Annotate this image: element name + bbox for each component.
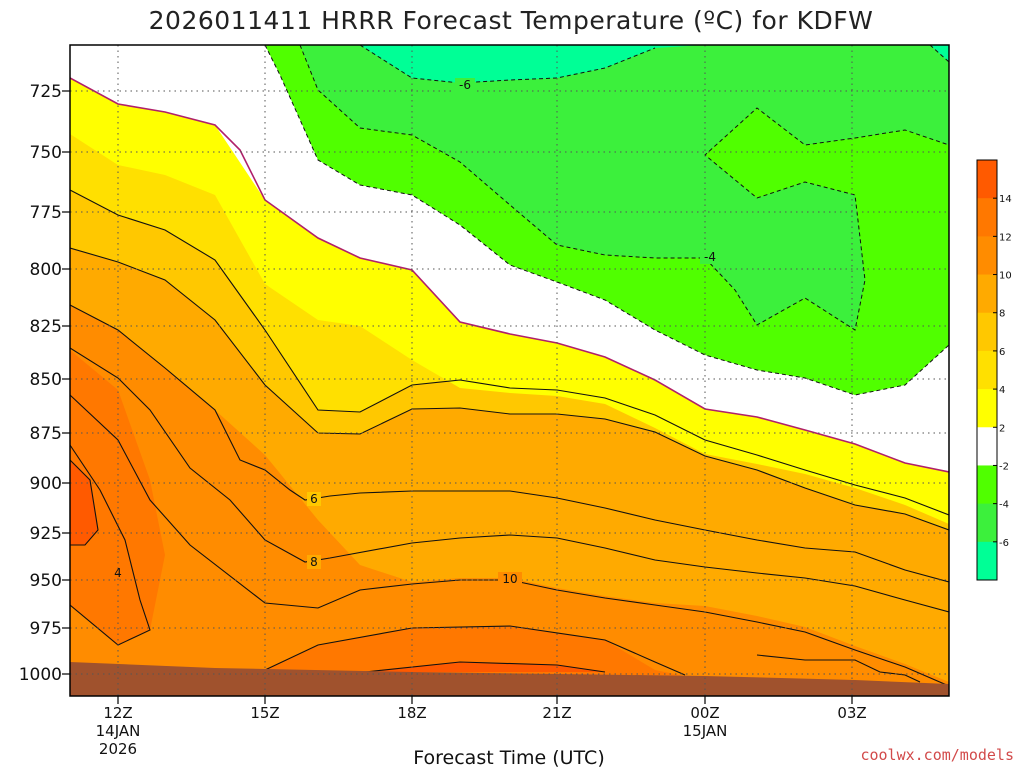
colorbar-label: 2: [999, 423, 1005, 434]
contour-line: [299, 45, 949, 331]
chart-title: 2026011411 HRRR Forecast Temperature (ºC…: [149, 6, 874, 35]
colorbar-frame: [976, 159, 998, 581]
x-tick-label: 14JAN: [96, 722, 141, 740]
contour-line: [929, 45, 949, 63]
band-10: [70, 395, 949, 696]
credit-text[interactable]: coolwx.com/models: [860, 746, 1014, 764]
colorbar-label: 4: [999, 385, 1005, 396]
y-tick-label: 875: [30, 424, 62, 444]
colorbar-swatch: [977, 541, 997, 581]
colorbar-label: 10: [999, 271, 1012, 282]
band-12-surface: [265, 626, 705, 680]
ground: [70, 662, 949, 696]
contour-line: [756, 654, 921, 683]
contour-label-4: 4: [114, 566, 122, 580]
colorbar-label: 14: [999, 194, 1012, 205]
x-tick-label: 18Z: [397, 704, 426, 722]
contour-line: [70, 247, 949, 531]
colorbar-label: 6: [999, 347, 1005, 358]
y-tick-label: 800: [30, 260, 62, 280]
colorbar-label: -2: [999, 461, 1009, 472]
y-tick-label: 750: [30, 143, 62, 163]
colorbar-swatch: [977, 312, 997, 352]
plot-frame: [69, 44, 950, 697]
band-14-surface: [365, 662, 605, 672]
contour-line: [70, 459, 99, 546]
contour-label-neg6: -6: [459, 78, 471, 92]
contour-label-10: 10: [502, 572, 517, 586]
x-tick-label: 21Z: [542, 704, 571, 722]
x-tick-label: 03Z: [837, 704, 866, 722]
y-tick-label: 725: [30, 82, 62, 102]
contour-line: [264, 45, 949, 396]
colorbar-swatch: [977, 350, 997, 390]
y-tick-label: 825: [30, 317, 62, 337]
x-tick-label: 2026: [99, 740, 137, 758]
colorbar: 14 12 10 8 6 4 2 -2 -4 -6: [976, 159, 1012, 581]
colorbar-label: -4: [999, 500, 1009, 511]
colorbar-label: 12: [999, 232, 1012, 243]
band-minus4: [300, 45, 949, 330]
contour-line: [70, 189, 949, 516]
y-tick-label: 950: [30, 571, 62, 591]
plot-area: [70, 45, 949, 696]
freezing-line: [70, 77, 949, 473]
y-tick-label: 925: [30, 524, 62, 544]
band-14: [70, 460, 98, 545]
x-axis-label: Forecast Time (UTC): [413, 747, 604, 768]
contour-line: [70, 304, 949, 583]
y-tick-label: 975: [30, 619, 62, 639]
colorbar-label: -6: [999, 538, 1009, 549]
negative-contours: [264, 45, 949, 396]
band-minus6: [360, 45, 705, 83]
colorbar-swatch: [977, 427, 997, 466]
contour-labels: -6 -4 6 8 10 4: [114, 78, 720, 586]
contour-label-8: 8: [310, 555, 318, 569]
colorbar-swatch: [977, 274, 997, 314]
colorbar-label: 8: [999, 309, 1005, 320]
y-tick-label: 900: [30, 474, 62, 494]
colorbar-swatch: [977, 236, 997, 276]
contour-label-6: 6: [310, 492, 318, 506]
colorbar-swatch: [977, 160, 997, 199]
x-tick-label: 15JAN: [683, 722, 728, 740]
colorbar-swatch: [977, 503, 997, 543]
contour-line: [264, 625, 686, 676]
contour-label-neg4: -4: [704, 250, 716, 264]
colorbar-swatch: [977, 198, 997, 237]
x-tick-label: 12Z: [103, 704, 132, 722]
y-tick-label: 850: [30, 370, 62, 390]
y-tick-label: 1000: [19, 665, 62, 685]
colorbar-swatch: [977, 389, 997, 428]
y-axis: 725 750 775 800 825 850 875 900 925 950 975 1000: [19, 82, 70, 685]
x-tick-label: 15Z: [250, 704, 279, 722]
x-tick-label: 00Z: [690, 704, 719, 722]
colorbar-swatch: [977, 465, 997, 505]
gridlines: [70, 45, 949, 696]
y-tick-label: 775: [30, 203, 62, 223]
band-minus6b: [930, 45, 949, 62]
contour-line: [70, 347, 949, 613]
contour-lines: [70, 189, 949, 687]
